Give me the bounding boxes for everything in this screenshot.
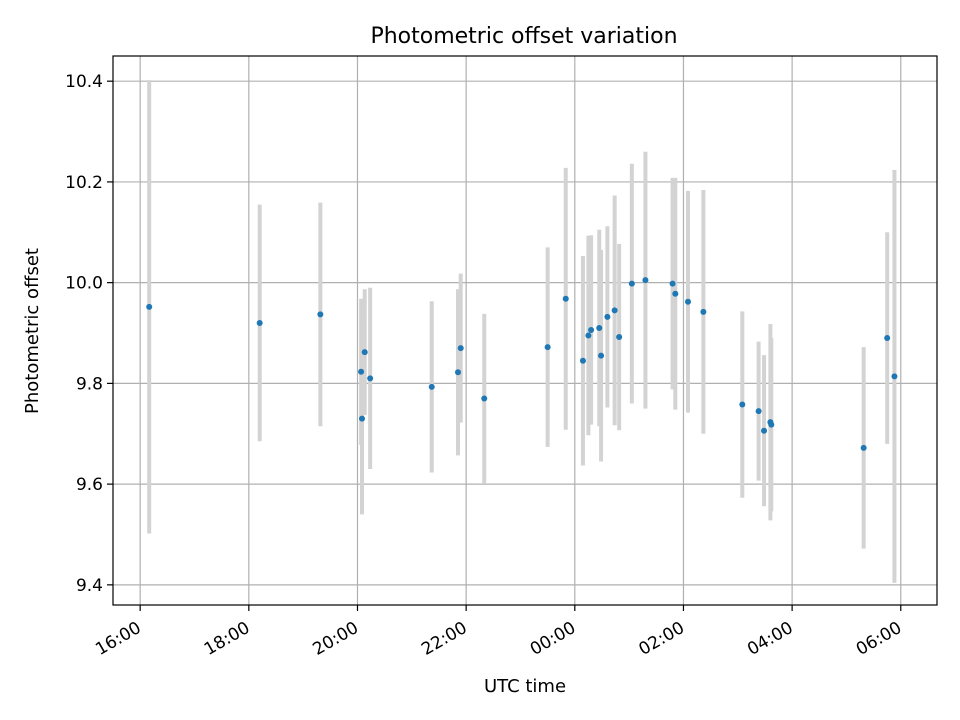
data-point [891, 373, 898, 380]
data-point [361, 349, 368, 356]
data-point [256, 319, 263, 326]
x-tick-label: 06:00 [853, 618, 905, 660]
y-tick-label: 9.4 [76, 576, 103, 596]
data-point [367, 375, 374, 382]
data-point [761, 427, 768, 434]
x-tick-label: 00:00 [527, 618, 579, 660]
data-point [317, 311, 324, 318]
x-tick-label: 16:00 [92, 618, 144, 660]
y-tick-label: 10.2 [65, 173, 103, 193]
data-point [884, 335, 891, 342]
error-bars [147, 80, 897, 583]
y-axis-label: Photometric offset [22, 248, 43, 414]
y-tick-label: 10.0 [65, 274, 103, 294]
data-point [684, 298, 691, 305]
data-point [359, 415, 366, 422]
data-point [588, 326, 595, 333]
data-point [768, 421, 775, 428]
data-point [672, 290, 679, 297]
y-axis-ticks: 9.4 9.6 9.8 10.0 10.2 10.4 [65, 72, 113, 596]
data-point [669, 280, 676, 287]
data-point [642, 277, 649, 284]
data-point [598, 352, 605, 359]
x-axis-ticks: 16:00 18:00 20:00 22:00 00:00 02:00 04:00 06:00 [92, 605, 905, 660]
grid [113, 56, 937, 605]
data-point [755, 408, 762, 415]
data-point [481, 395, 488, 402]
data-point [628, 280, 635, 287]
data-point [544, 344, 551, 351]
data-point [596, 324, 603, 331]
chart-title: Photometric offset variation [370, 24, 677, 49]
y-tick-label: 10.4 [65, 72, 103, 92]
data-point [457, 345, 464, 352]
x-axis-label: UTC time [484, 676, 566, 697]
data-point [860, 444, 867, 451]
data-point [611, 307, 618, 314]
data-point [562, 295, 569, 302]
x-tick-label: 22:00 [418, 618, 470, 660]
data-point [579, 357, 586, 364]
data-point [700, 308, 707, 315]
y-tick-label: 9.8 [76, 374, 103, 394]
data-point [454, 369, 461, 376]
data-point [146, 303, 153, 310]
x-tick-label: 20:00 [310, 618, 362, 660]
data-points [146, 277, 898, 451]
plot-frame [112, 55, 938, 606]
x-tick-label: 02:00 [636, 618, 688, 660]
data-point [428, 383, 435, 390]
y-tick-label: 9.6 [76, 475, 103, 495]
data-point [604, 313, 611, 320]
x-tick-label: 18:00 [201, 618, 253, 660]
data-point [585, 332, 592, 339]
data-point [358, 368, 365, 375]
data-point [616, 334, 623, 341]
x-tick-label: 04:00 [744, 618, 796, 660]
data-point [739, 401, 746, 408]
